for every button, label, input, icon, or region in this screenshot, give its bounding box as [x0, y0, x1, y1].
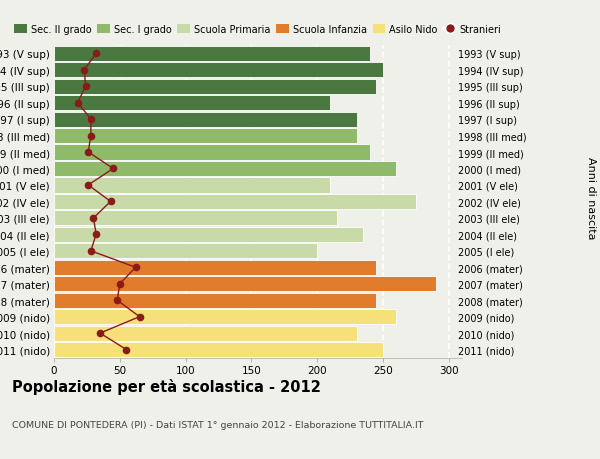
Bar [54, 195, 416, 209]
Text: Popolazione per età scolastica - 2012: Popolazione per età scolastica - 2012 [12, 379, 321, 395]
Bar [54, 293, 376, 308]
Bar [54, 227, 363, 242]
Bar [54, 342, 383, 358]
Bar [54, 79, 376, 95]
Text: Anni di nascita: Anni di nascita [586, 156, 596, 239]
Bar [54, 244, 317, 259]
Bar [54, 326, 357, 341]
Bar [54, 96, 331, 111]
Bar [54, 276, 436, 291]
Text: COMUNE DI PONTEDERA (PI) - Dati ISTAT 1° gennaio 2012 - Elaborazione TUTTITALIA.: COMUNE DI PONTEDERA (PI) - Dati ISTAT 1°… [12, 420, 424, 429]
Bar [54, 211, 337, 226]
Bar [54, 63, 383, 78]
Bar [54, 178, 331, 193]
Bar [54, 145, 370, 160]
Bar [54, 46, 370, 62]
Bar [54, 260, 376, 275]
Bar [54, 309, 396, 325]
Bar [54, 112, 357, 128]
Bar [54, 129, 357, 144]
Legend: Sec. II grado, Sec. I grado, Scuola Primaria, Scuola Infanzia, Asilo Nido, Stran: Sec. II grado, Sec. I grado, Scuola Prim… [14, 25, 502, 35]
Bar [54, 162, 396, 177]
